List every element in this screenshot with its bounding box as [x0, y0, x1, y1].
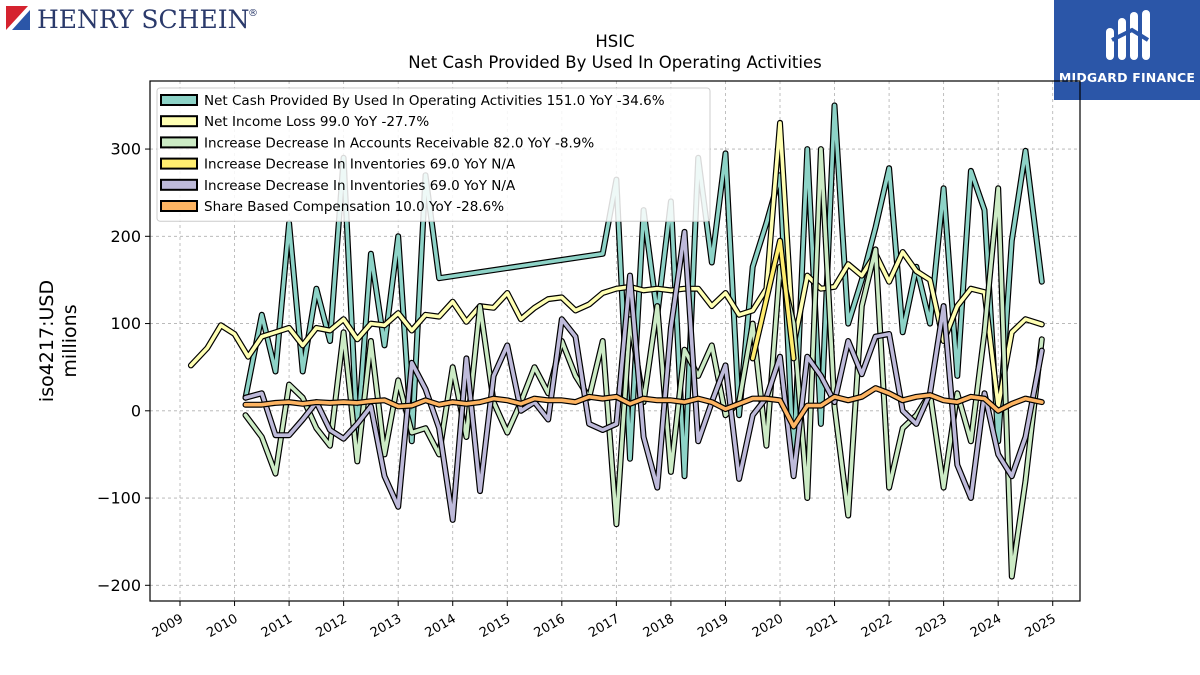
- henry-schein-logo: HENRY SCHEIN ®: [6, 5, 258, 34]
- x-tick-label: 2017: [586, 611, 622, 641]
- y-tick-label: −100: [97, 489, 141, 508]
- x-tick-label: 2012: [313, 611, 349, 641]
- x-tick-label: 2024: [968, 611, 1004, 641]
- legend-swatch: [160, 178, 198, 191]
- x-tick-label: 2013: [368, 611, 404, 641]
- x-tick-label: 2021: [804, 611, 840, 641]
- series-6: [242, 385, 1045, 430]
- midgard-finance-logo-text: MIDGARD FINANCE: [1058, 70, 1196, 85]
- legend-entry: Increase Decrease In Inventories 69.0 Yo…: [160, 178, 516, 194]
- henry-schein-logo-text: HENRY SCHEIN: [37, 5, 250, 34]
- y-axis-label-line-1: iso4217:USD: [36, 280, 58, 402]
- y-tick-label: 100: [110, 314, 141, 333]
- chart-title: HSIC: [595, 32, 634, 51]
- x-tick-label: 2011: [259, 611, 295, 641]
- x-tick-label: 2019: [695, 611, 731, 641]
- legend: Net Cash Provided By Used In Operating A…: [156, 87, 711, 222]
- registered-mark: ®: [248, 8, 258, 19]
- series-line: [189, 121, 1044, 409]
- y-tick-label: −200: [97, 576, 141, 595]
- legend-swatch: [160, 136, 198, 149]
- midgard-finance-logo: MIDGARD FINANCE: [1054, 0, 1200, 100]
- series-line: [243, 230, 1044, 522]
- legend-entry: Share Based Compensation 10.0 YoY -28.6%: [160, 199, 504, 215]
- legend-label: Increase Decrease In Inventories 69.0 Yo…: [204, 157, 516, 173]
- legend-entry: Net Income Loss 99.0 YoY -27.7%: [160, 114, 429, 130]
- legend-label: Increase Decrease In Inventories 69.0 Yo…: [204, 178, 516, 194]
- henry-schein-flag-icon: [6, 6, 30, 30]
- x-tick-label: 2010: [204, 611, 240, 641]
- x-tick-label: 2009: [150, 611, 186, 641]
- legend-entry: Increase Decrease In Accounts Receivable…: [160, 135, 594, 151]
- series-line: [750, 238, 796, 361]
- chart-title-group: HSIC Net Cash Provided By Used In Operat…: [408, 32, 821, 72]
- y-axis-label: iso4217:USD millions: [36, 280, 81, 402]
- series-5: [242, 228, 1045, 523]
- y-tick-label: 200: [110, 227, 141, 246]
- series-4: [749, 237, 797, 362]
- midgard-monogram-icon: [1106, 10, 1150, 60]
- legend-entry: Net Cash Provided By Used In Operating A…: [160, 93, 665, 109]
- legend-entry: Increase Decrease In Inventories 69.0 Yo…: [160, 157, 516, 173]
- legend-label: Net Cash Provided By Used In Operating A…: [204, 93, 665, 109]
- legend-label: Increase Decrease In Accounts Receivable…: [204, 135, 594, 151]
- legend-swatch: [160, 200, 198, 212]
- chart-subtitle: Net Cash Provided By Used In Operating A…: [408, 53, 821, 72]
- legend-swatch: [160, 157, 198, 170]
- legend-swatch: [160, 94, 198, 106]
- plot-frame: [149, 80, 1081, 602]
- y-tick-label: 0: [131, 401, 141, 420]
- x-tick-label: 2015: [477, 611, 513, 641]
- legend-label: Net Income Loss 99.0 YoY -27.7%: [204, 114, 429, 130]
- series-line: [243, 386, 1044, 429]
- legend-swatch: [160, 115, 198, 128]
- x-tick-label: 2023: [913, 611, 949, 641]
- x-tick-label: 2025: [1023, 611, 1059, 641]
- legend-label: Share Based Compensation 10.0 YoY -28.6%: [204, 199, 504, 215]
- x-tick-label: 2014: [423, 611, 459, 641]
- x-tick-label: 2018: [641, 611, 677, 641]
- series-2: [187, 119, 1045, 410]
- x-tick-label: 2020: [750, 611, 786, 641]
- plot-lines: [187, 102, 1045, 580]
- y-axis-label-line-2: millions: [59, 304, 81, 377]
- x-tick-label: 2016: [532, 611, 568, 641]
- x-tick-label: 2022: [859, 611, 895, 641]
- y-tick-label: 300: [110, 140, 141, 159]
- legend-box: [156, 87, 711, 222]
